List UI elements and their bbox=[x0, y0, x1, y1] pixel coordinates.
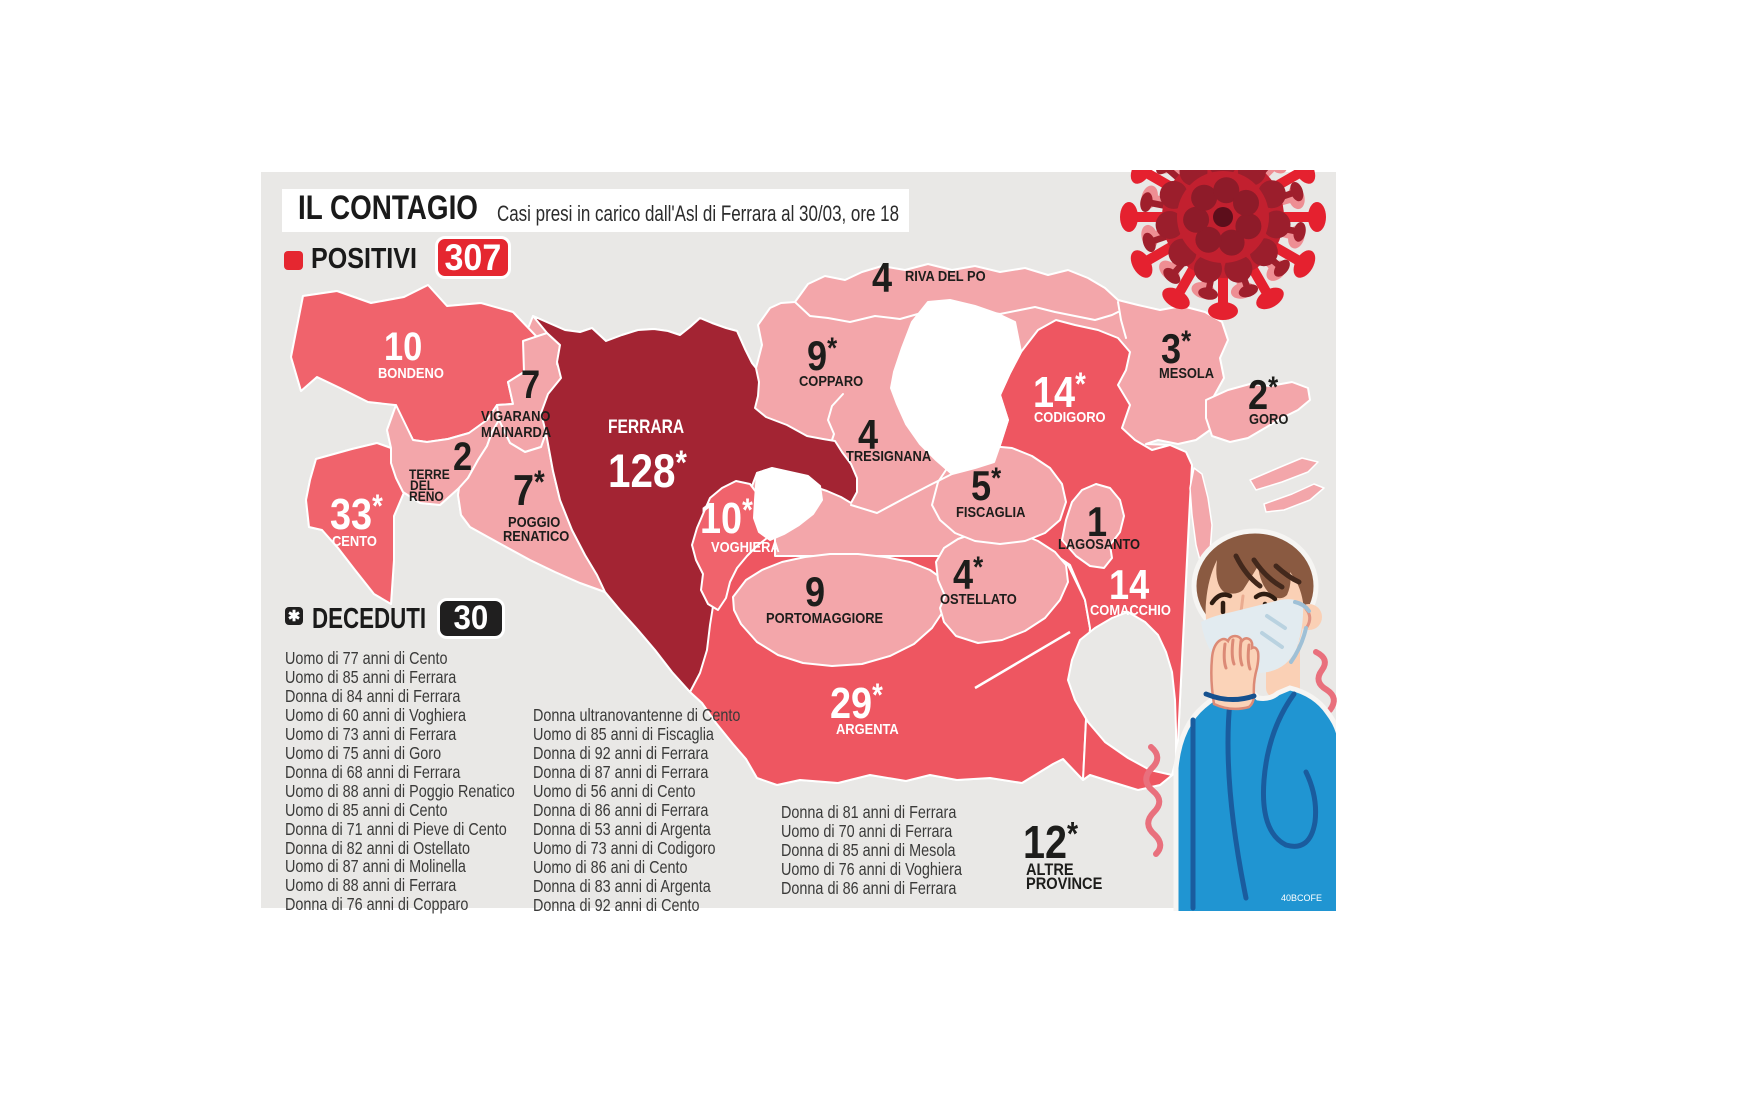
svg-text:1: 1 bbox=[1087, 500, 1107, 546]
svg-text:ARGENTA: ARGENTA bbox=[836, 720, 899, 737]
svg-text:10: 10 bbox=[384, 324, 422, 369]
svg-text:40BCOFE: 40BCOFE bbox=[1281, 893, 1322, 903]
svg-text:MAINARDA: MAINARDA bbox=[481, 423, 551, 440]
svg-text:4: 4 bbox=[858, 413, 878, 459]
svg-text:VOGHIERA: VOGHIERA bbox=[711, 538, 780, 555]
svg-text:7: 7 bbox=[521, 362, 540, 407]
svg-text:POGGIO: POGGIO bbox=[508, 513, 560, 530]
svg-text:GORO: GORO bbox=[1249, 410, 1288, 427]
svg-text:RIVA DEL PO: RIVA DEL PO bbox=[905, 267, 986, 284]
svg-text:FERRARA: FERRARA bbox=[608, 416, 685, 438]
svg-text:OSTELLATO: OSTELLATO bbox=[940, 590, 1017, 607]
svg-text:BONDENO: BONDENO bbox=[378, 364, 444, 381]
svg-text:TRESIGNANA: TRESIGNANA bbox=[846, 447, 931, 464]
svg-text:ALTRE: ALTRE bbox=[1026, 861, 1074, 879]
svg-text:DEL: DEL bbox=[410, 477, 434, 493]
svg-text:COPPARO: COPPARO bbox=[799, 372, 863, 389]
svg-text:RENATICO: RENATICO bbox=[503, 527, 569, 544]
svg-text:MESOLA: MESOLA bbox=[1159, 364, 1214, 381]
svg-text:PROVINCE: PROVINCE bbox=[1026, 875, 1102, 893]
svg-text:FISCAGLIA: FISCAGLIA bbox=[956, 503, 1025, 520]
svg-text:RENO: RENO bbox=[409, 488, 444, 504]
svg-text:128*: 128* bbox=[608, 443, 687, 498]
svg-text:14: 14 bbox=[1109, 563, 1149, 609]
svg-text:4: 4 bbox=[872, 256, 892, 302]
svg-text:COMACCHIO: COMACCHIO bbox=[1090, 601, 1171, 618]
svg-text:TERRE: TERRE bbox=[409, 466, 450, 482]
svg-text:9: 9 bbox=[805, 570, 825, 616]
svg-text:VIGARANO: VIGARANO bbox=[481, 407, 551, 424]
svg-text:CODIGORO: CODIGORO bbox=[1034, 408, 1106, 425]
svg-text:LAGOSANTO: LAGOSANTO bbox=[1058, 535, 1140, 552]
svg-text:CENTO: CENTO bbox=[332, 532, 377, 549]
svg-text:2: 2 bbox=[453, 434, 472, 479]
svg-text:PORTOMAGGIORE: PORTOMAGGIORE bbox=[766, 609, 883, 626]
